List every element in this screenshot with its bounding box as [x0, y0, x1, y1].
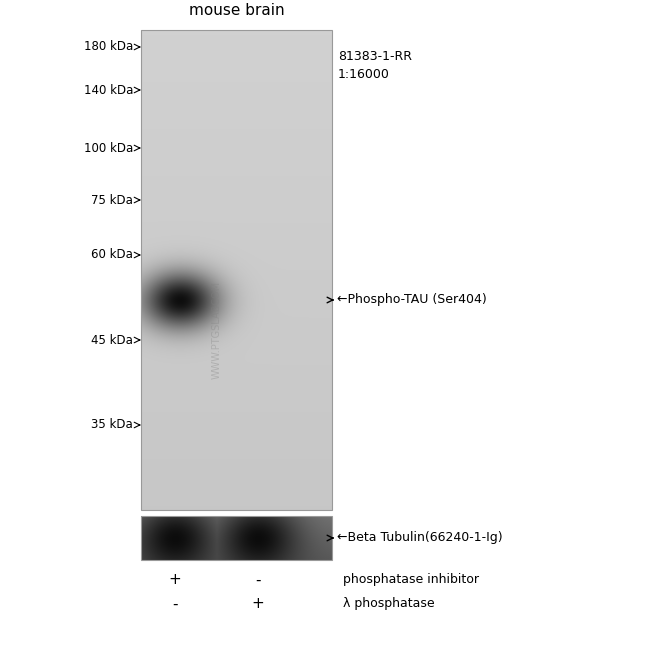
Text: +: + [168, 572, 181, 587]
Text: mouse brain: mouse brain [188, 3, 284, 18]
Text: +: + [252, 597, 265, 612]
Text: WWW.PTGSLABCOM: WWW.PTGSLABCOM [211, 281, 222, 379]
Text: 45 kDa: 45 kDa [91, 334, 133, 346]
Text: ←Beta Tubulin(66240-1-Ig): ←Beta Tubulin(66240-1-Ig) [337, 531, 502, 544]
Text: 140 kDa: 140 kDa [84, 83, 133, 96]
Text: -: - [172, 597, 177, 612]
Text: 75 kDa: 75 kDa [91, 194, 133, 207]
Text: 35 kDa: 35 kDa [91, 419, 133, 432]
Bar [141, 516, 332, 560]
Text: ←Phospho-TAU (Ser404): ←Phospho-TAU (Ser404) [337, 293, 487, 306]
Text: phosphatase inhibitor: phosphatase inhibitor [343, 574, 479, 587]
Text: λ phosphatase: λ phosphatase [343, 597, 435, 610]
Text: 60 kDa: 60 kDa [91, 248, 133, 261]
Text: 180 kDa: 180 kDa [84, 40, 133, 53]
Bar [141, 30, 332, 510]
Text: -: - [255, 572, 261, 587]
Text: 1:16000: 1:16000 [338, 68, 390, 81]
Text: 81383-1-RR: 81383-1-RR [338, 50, 412, 63]
Text: 100 kDa: 100 kDa [84, 141, 133, 155]
